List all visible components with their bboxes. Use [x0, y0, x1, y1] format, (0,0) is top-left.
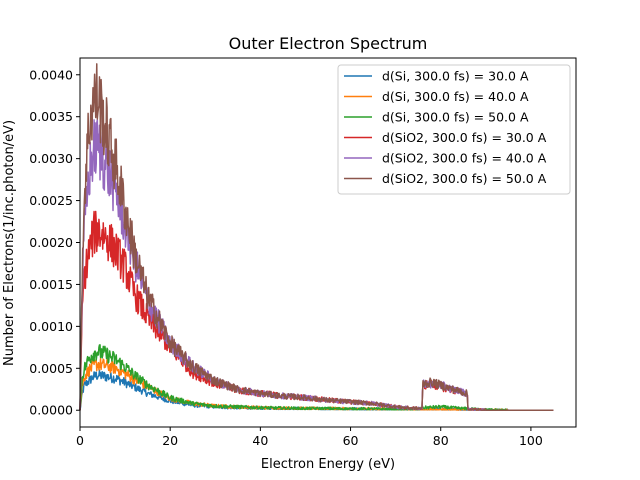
y-axis-ticks: 0.0000 0.0005 0.0010 0.0015 0.0020 0.0025 0.00…: [29, 67, 80, 418]
y-tick-label: 0.0015: [29, 277, 73, 292]
legend: d(Si, 300.0 fs) = 30.0 A d(Si, 300.0 fs) …: [337, 64, 571, 195]
legend-label: d(Si, 300.0 fs) = 50.0 A: [382, 110, 529, 125]
legend-label: d(SiO2, 300.0 fs) = 50.0 A: [382, 171, 547, 186]
x-tick-label: 20: [162, 433, 178, 448]
x-axis-ticks: 0 20 40 60 80 100: [76, 427, 543, 448]
y-tick-label: 0.0025: [29, 193, 73, 208]
legend-label: d(Si, 300.0 fs) = 40.0 A: [382, 89, 529, 104]
y-tick-label: 0.0040: [29, 67, 73, 82]
x-tick-label: 40: [252, 433, 268, 448]
legend-label: d(SiO2, 300.0 fs) = 40.0 A: [382, 151, 547, 166]
legend-box: [337, 64, 571, 195]
y-tick-label: 0.0030: [29, 151, 73, 166]
y-tick-label: 0.0035: [29, 109, 73, 124]
x-axis-label: Electron Energy (eV): [261, 457, 395, 472]
x-tick-label: 100: [519, 433, 543, 448]
axes-frame: [79, 57, 577, 428]
legend-label: d(Si, 300.0 fs) = 30.0 A: [382, 69, 529, 84]
y-tick-label: 0.0010: [29, 319, 73, 334]
legend-label: d(SiO2, 300.0 fs) = 30.0 A: [382, 130, 547, 145]
plot-area: [79, 57, 577, 428]
chart-title: Outer Electron Spectrum: [229, 34, 428, 53]
series-layer: [79, 63, 554, 411]
y-axis-label: Number of Electrons(1/inc.photon/eV): [2, 120, 17, 366]
x-tick-label: 60: [343, 433, 359, 448]
x-tick-label: 0: [76, 433, 84, 448]
x-tick-label: 80: [433, 433, 449, 448]
series-line-6: [79, 63, 554, 411]
y-tick-label: 0.0020: [29, 235, 73, 250]
y-tick-label: 0.0000: [29, 403, 73, 418]
y-tick-label: 0.0005: [29, 361, 73, 376]
